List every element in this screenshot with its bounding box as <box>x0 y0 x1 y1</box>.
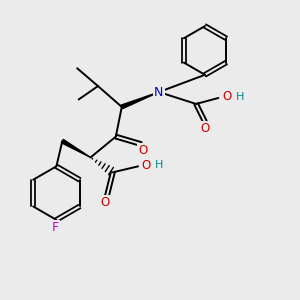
Polygon shape <box>61 140 91 158</box>
Polygon shape <box>121 92 159 109</box>
Text: F: F <box>52 221 59 234</box>
Text: O: O <box>142 159 151 172</box>
Text: H: H <box>155 160 163 170</box>
Text: O: O <box>138 144 147 157</box>
Text: O: O <box>200 122 210 135</box>
Text: N: N <box>154 85 164 98</box>
Text: O: O <box>223 90 232 103</box>
Text: H: H <box>236 92 244 102</box>
Text: O: O <box>101 196 110 209</box>
